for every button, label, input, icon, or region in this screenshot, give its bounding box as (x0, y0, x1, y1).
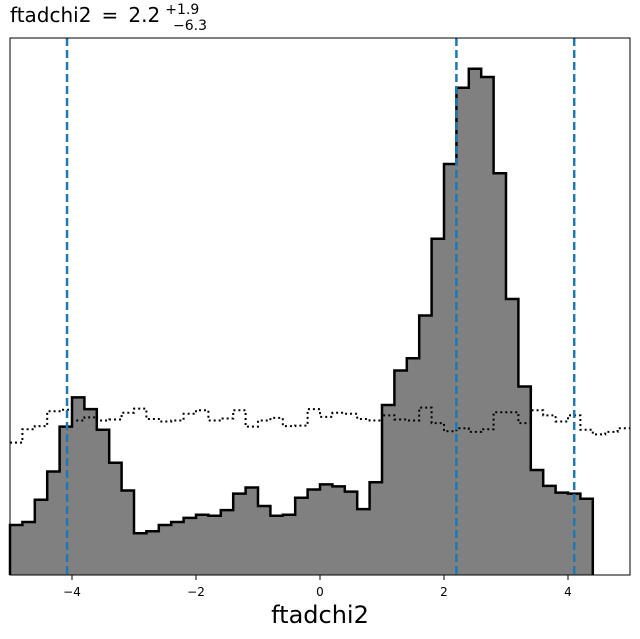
chart-title: ftadchi2 = 2.2 +1.9 −6.3 (10, 0, 207, 34)
x-tick-label: 0 (316, 585, 324, 599)
title-upper-error: +1.9 (165, 2, 199, 18)
x-tick-label: −4 (63, 585, 81, 599)
title-param: ftadchi2 (10, 3, 91, 27)
x-axis: −4 −2 0 2 4 (63, 575, 572, 599)
title-equals: = (102, 3, 119, 27)
histogram-series-1 (8, 67, 595, 575)
x-axis-label: ftadchi2 (271, 601, 369, 629)
title-value: 2.2 (128, 3, 160, 27)
x-tick-label: −2 (187, 585, 205, 599)
histogram-outline (8, 67, 595, 575)
plot-area (8, 37, 631, 576)
x-tick-label: 2 (440, 585, 448, 599)
histogram-fill (10, 68, 593, 575)
title-lower-error: −6.3 (173, 18, 207, 34)
x-tick-label: 4 (564, 585, 572, 599)
